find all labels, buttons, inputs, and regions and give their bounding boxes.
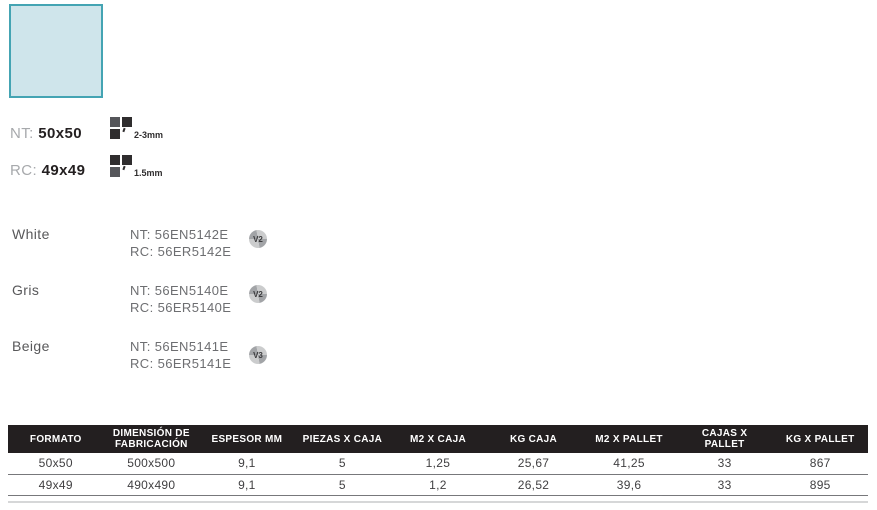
tile-color-swatch xyxy=(9,4,103,98)
col-header-m2-caja: m2 x CAJA xyxy=(390,425,486,453)
tile-square-icon xyxy=(110,117,120,127)
color-code-rc: RC: 56ER5141E xyxy=(130,356,232,371)
tile-square-icon xyxy=(110,167,120,177)
color-code-rc: RC: 56ER5140E xyxy=(130,300,232,315)
col-header-m2-pallet: m2 x PALLET xyxy=(581,425,677,453)
table-bottom-edge xyxy=(8,501,868,503)
joint-tick-icon xyxy=(122,127,126,133)
color-name: White xyxy=(12,226,50,242)
tile-square-icon xyxy=(110,129,120,139)
col-header-formato: FORMATO xyxy=(8,425,104,453)
cell-kg-caja: 25,67 xyxy=(485,453,582,475)
shade-variation-badge: V2 xyxy=(249,285,267,303)
col-header-dimension-fabricacion: DIMENSIÓN DE FABRICACIÓN xyxy=(103,425,200,453)
packing-spec-table: FORMATO DIMENSIÓN DE FABRICACIÓN ESPESOR… xyxy=(8,425,868,496)
joint-width-icon-nt: 2-3mm xyxy=(110,117,180,143)
cell-kg-pallet: 895 xyxy=(772,474,868,496)
color-name: Gris xyxy=(12,282,40,298)
cell-kg-caja: 26,52 xyxy=(485,474,582,496)
color-codes: NT: 56EN5140E RC: 56ER5140E xyxy=(130,282,231,316)
tile-square-icon xyxy=(110,155,120,165)
joint-tick-icon xyxy=(122,165,126,171)
color-code-nt: NT: 56EN5140E xyxy=(130,283,229,298)
format-nt: NT: 50x50 xyxy=(10,125,82,142)
shade-variation-badge: V3 xyxy=(249,346,267,364)
joint-width-label: 1.5mm xyxy=(134,168,163,178)
color-codes: NT: 56EN5141E RC: 56ER5141E xyxy=(130,338,231,372)
cell-m2-pallet: 39,6 xyxy=(581,474,677,496)
shade-variation-label: V2 xyxy=(253,289,263,299)
joint-width-label: 2-3mm xyxy=(134,130,164,140)
cell-m2-pallet: 41,25 xyxy=(581,453,677,475)
col-header-piezas-caja: PIEZAS x CAJA xyxy=(294,425,391,453)
cell-cajas-pallet: 33 xyxy=(676,453,773,475)
color-code-rc: RC: 56ER5142E xyxy=(130,244,232,259)
tile-square-icon xyxy=(122,155,132,165)
format-rc-size: 49x49 xyxy=(41,162,86,179)
shade-variation-label: V3 xyxy=(253,350,263,360)
cell-formato: 50x50 xyxy=(8,453,104,475)
tile-square-icon xyxy=(122,117,132,127)
table-row: 49x49 490x490 9,1 5 1,2 26,52 39,6 33 89… xyxy=(8,474,868,496)
color-code-nt: NT: 56EN5141E xyxy=(130,339,229,354)
cell-dimension: 490x490 xyxy=(103,474,200,496)
color-code-nt: NT: 56EN5142E xyxy=(130,227,229,242)
table-header-row: FORMATO DIMENSIÓN DE FABRICACIÓN ESPESOR… xyxy=(8,425,868,453)
format-nt-prefix: NT: xyxy=(10,125,34,142)
table-row: 50x50 500x500 9,1 5 1,25 25,67 41,25 33 … xyxy=(8,453,868,475)
cell-espesor: 9,1 xyxy=(199,474,295,496)
format-rc: RC: 49x49 xyxy=(10,162,85,179)
shade-variation-badge: V2 xyxy=(249,230,267,248)
color-codes: NT: 56EN5142E RC: 56ER5142E xyxy=(130,226,231,260)
col-header-kg-caja: Kg CAJA xyxy=(485,425,582,453)
cell-espesor: 9,1 xyxy=(199,453,295,475)
cell-formato: 49x49 xyxy=(8,474,104,496)
col-header-kg-pallet: Kg x PALLET xyxy=(772,425,868,453)
cell-m2-caja: 1,25 xyxy=(390,453,486,475)
cell-kg-pallet: 867 xyxy=(772,453,868,475)
cell-cajas-pallet: 33 xyxy=(676,474,773,496)
format-nt-size: 50x50 xyxy=(38,125,82,142)
cell-piezas-caja: 5 xyxy=(294,453,391,475)
col-header-cajas-pallet: CAJAS x PALLET xyxy=(676,425,773,453)
col-header-espesor: ESPESOR MM xyxy=(199,425,295,453)
cell-piezas-caja: 5 xyxy=(294,474,391,496)
format-rc-prefix: RC: xyxy=(10,162,38,179)
cell-dimension: 500x500 xyxy=(103,453,200,475)
joint-width-icon-rc: 1.5mm xyxy=(110,155,180,181)
color-name: Beige xyxy=(12,338,50,354)
cell-m2-caja: 1,2 xyxy=(390,474,486,496)
shade-variation-label: V2 xyxy=(253,234,263,244)
